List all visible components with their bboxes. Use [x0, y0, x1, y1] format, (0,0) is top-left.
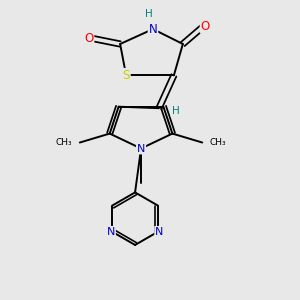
Text: N: N	[137, 143, 145, 154]
Text: N: N	[106, 227, 115, 237]
Text: S: S	[122, 69, 130, 82]
Text: O: O	[201, 20, 210, 33]
Text: O: O	[84, 32, 93, 44]
Text: N: N	[155, 227, 164, 237]
Text: N: N	[148, 22, 158, 36]
Text: CH₃: CH₃	[56, 138, 72, 147]
Text: CH₃: CH₃	[210, 138, 226, 147]
Text: H: H	[172, 106, 179, 116]
Text: H: H	[145, 9, 152, 19]
